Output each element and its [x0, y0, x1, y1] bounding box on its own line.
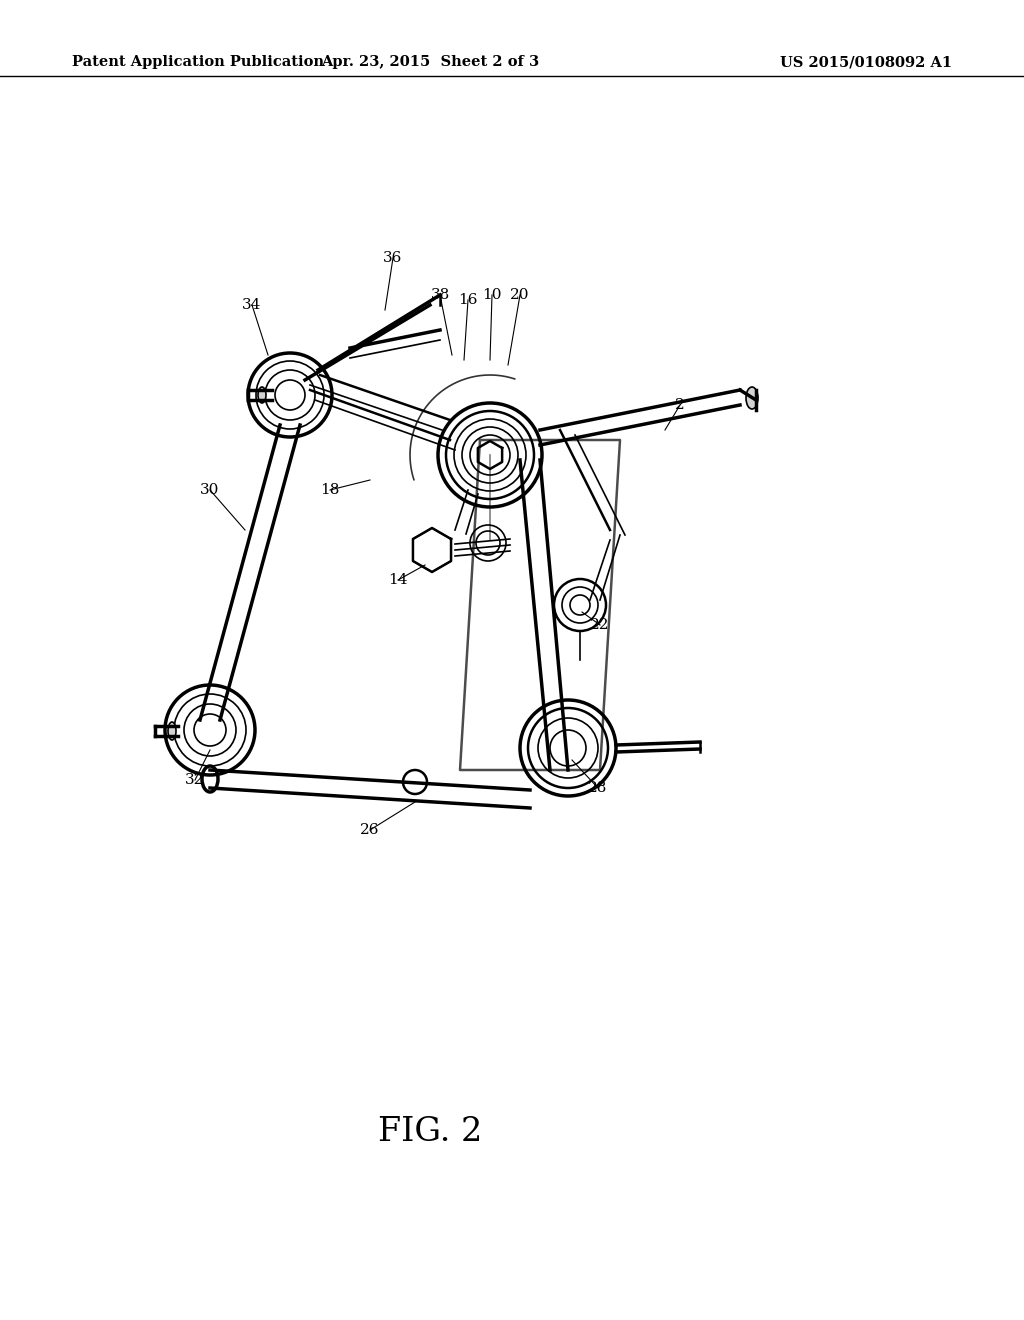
- Text: FIG. 2: FIG. 2: [378, 1115, 482, 1148]
- Ellipse shape: [168, 722, 176, 741]
- Text: 14: 14: [388, 573, 408, 587]
- Text: 36: 36: [383, 251, 402, 265]
- Text: 20: 20: [510, 288, 529, 302]
- Text: 32: 32: [185, 774, 205, 787]
- Ellipse shape: [746, 387, 758, 409]
- Text: Apr. 23, 2015  Sheet 2 of 3: Apr. 23, 2015 Sheet 2 of 3: [321, 55, 539, 69]
- Text: 2: 2: [675, 399, 685, 412]
- Text: 30: 30: [201, 483, 220, 498]
- Text: 18: 18: [321, 483, 340, 498]
- Text: 16: 16: [459, 293, 478, 308]
- Text: Patent Application Publication: Patent Application Publication: [72, 55, 324, 69]
- Text: 28: 28: [589, 781, 607, 795]
- Text: 22: 22: [590, 618, 609, 632]
- Text: 38: 38: [430, 288, 450, 302]
- Text: 34: 34: [243, 298, 262, 312]
- Text: 10: 10: [482, 288, 502, 302]
- Text: US 2015/0108092 A1: US 2015/0108092 A1: [780, 55, 952, 69]
- Ellipse shape: [258, 387, 266, 403]
- Circle shape: [403, 770, 427, 795]
- Text: 26: 26: [360, 822, 380, 837]
